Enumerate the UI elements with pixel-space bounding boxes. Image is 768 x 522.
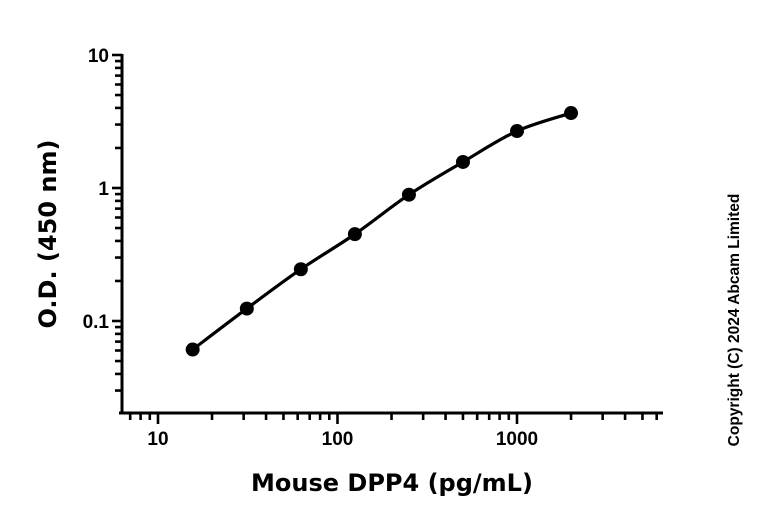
x-tick-label: 10 [147,429,168,450]
y-tick-label: 0.1 [83,312,110,333]
data-point [185,342,200,357]
x-tick-label: 100 [322,429,354,450]
data-point [455,154,470,169]
y-tick-label: 10 [88,46,109,67]
data-point [564,106,579,121]
x-tick-label: 1000 [496,429,538,450]
y-tick-label: 1 [98,179,109,200]
data-point [239,301,254,316]
data-point [401,187,416,202]
y-axis-title: O.D. (450 nm) [34,140,62,329]
data-point [293,262,308,277]
x-axis-title: Mouse DPP4 (pg/mL) [251,469,533,497]
axis-ticks [112,53,658,424]
data-point [347,227,362,242]
data-points [185,106,579,357]
axes [119,54,663,415]
copyright-notice: Copyright (C) 2024 Abcam Limited [726,194,743,447]
tick-labels: 10 100 1000 0.1 1 10 [83,46,539,450]
data-point [510,124,524,139]
